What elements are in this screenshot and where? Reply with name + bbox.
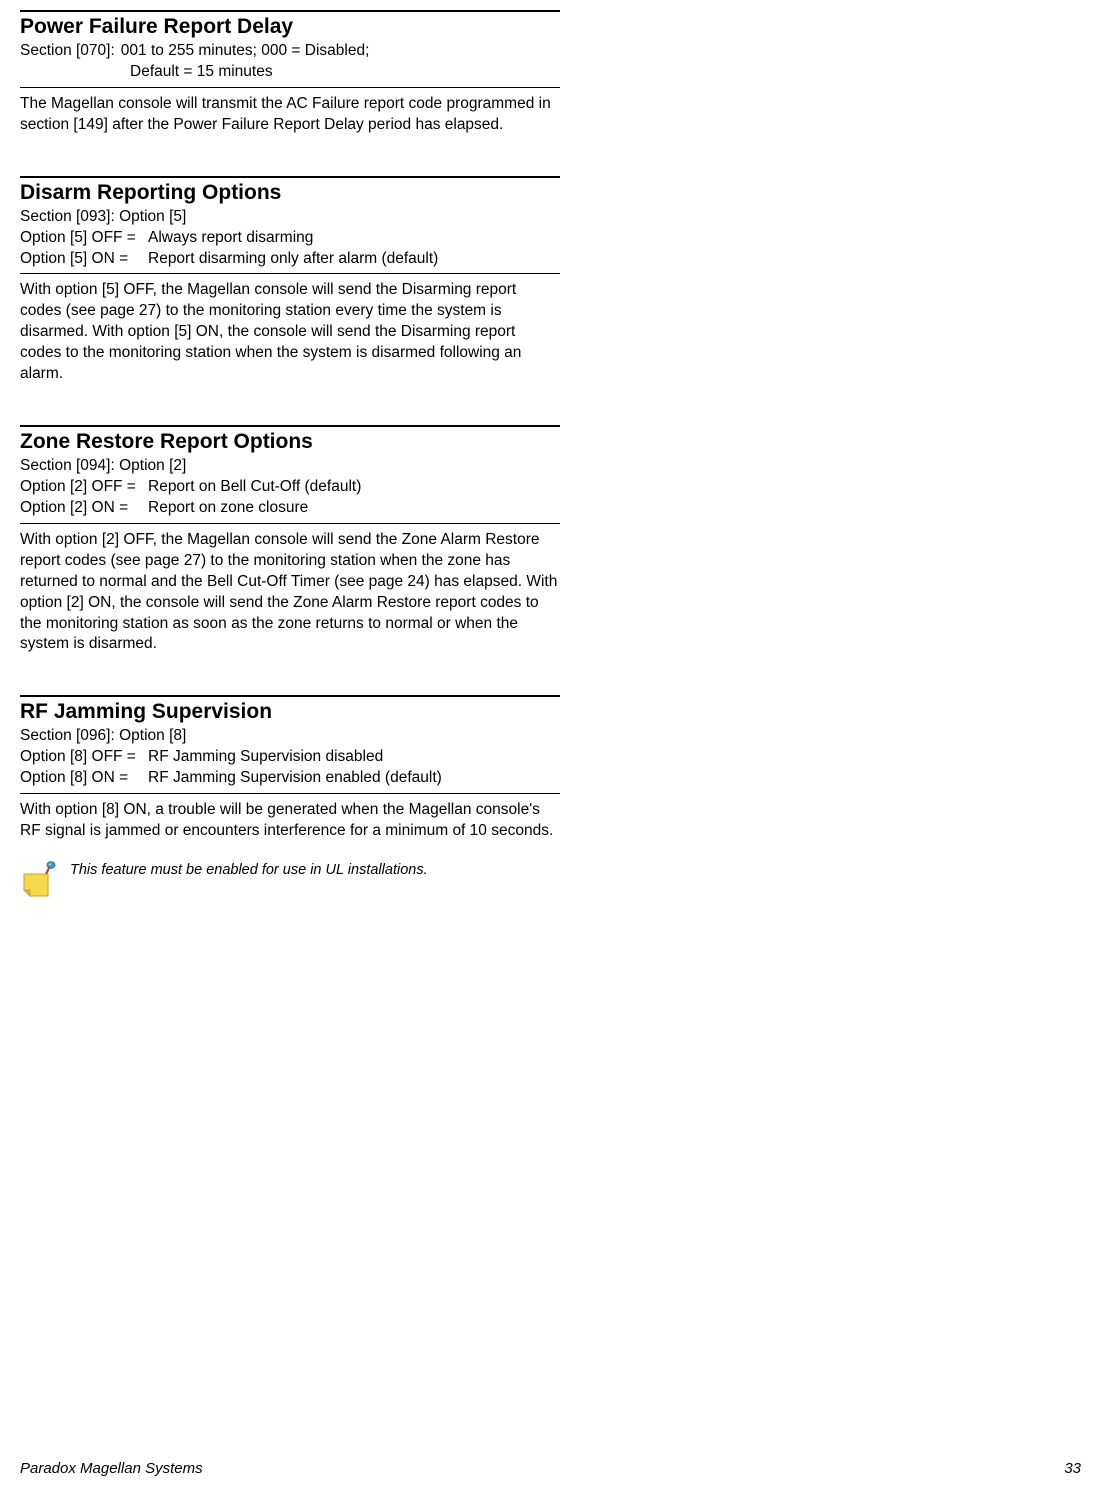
section-body: With option [8] ON, a trouble will be ge…: [20, 800, 560, 842]
rule-top: [20, 695, 560, 697]
rule-thin: [20, 523, 560, 524]
rule-thin: [20, 793, 560, 794]
option-key: Option [2] OFF =: [20, 477, 148, 498]
option-row: Option [5] OFF = Always report disarming: [20, 228, 560, 249]
note: This feature must be enabled for use in …: [20, 860, 560, 905]
section-title: Zone Restore Report Options: [20, 430, 560, 454]
section-meta: Section [094]: Option [2]: [20, 456, 560, 477]
pushpin-note-icon: [20, 860, 60, 905]
option-row: Option [2] OFF = Report on Bell Cut-Off …: [20, 477, 560, 498]
section-title: Disarm Reporting Options: [20, 181, 560, 205]
option-key: Option [8] OFF =: [20, 747, 148, 768]
option-key: Option [5] OFF =: [20, 228, 148, 249]
rule-top: [20, 176, 560, 178]
page-content: Power Failure Report Delay Section [070]…: [20, 10, 560, 905]
section-body: With option [2] OFF, the Magellan consol…: [20, 530, 560, 656]
section-value-2: Default = 15 minutes: [20, 62, 273, 83]
section-meta: Section [093]: Option [5]: [20, 207, 560, 228]
section-title: Power Failure Report Delay: [20, 15, 560, 39]
rule-thin: [20, 87, 560, 88]
option-val: Report on zone closure: [148, 498, 560, 519]
section-value: 001 to 255 minutes; 000 = Disabled;: [115, 41, 560, 62]
note-text: This feature must be enabled for use in …: [70, 860, 428, 878]
section-label: Section [096]: Option [8]: [20, 726, 186, 747]
section-power-failure: Power Failure Report Delay Section [070]…: [20, 10, 560, 136]
option-row: Option [5] ON = Report disarming only af…: [20, 249, 560, 270]
rule-top: [20, 10, 560, 12]
option-val: Always report disarming: [148, 228, 560, 249]
section-meta: Section [070]: 001 to 255 minutes; 000 =…: [20, 41, 560, 62]
option-val: RF Jamming Supervision disabled: [148, 747, 560, 768]
rule-top: [20, 425, 560, 427]
section-title: RF Jamming Supervision: [20, 700, 560, 724]
option-val: RF Jamming Supervision enabled (default): [148, 768, 560, 789]
section-body: The Magellan console will transmit the A…: [20, 94, 560, 136]
section-disarm-reporting: Disarm Reporting Options Section [093]: …: [20, 176, 560, 385]
footer-page-number: 33: [1064, 1460, 1081, 1477]
option-row: Option [8] OFF = RF Jamming Supervision …: [20, 747, 560, 768]
section-meta-2: Default = 15 minutes: [20, 62, 560, 83]
option-key: Option [2] ON =: [20, 498, 148, 519]
section-label: Section [093]: Option [5]: [20, 207, 186, 228]
section-rf-jamming: RF Jamming Supervision Section [096]: Op…: [20, 695, 560, 905]
section-label: Section [070]:: [20, 41, 115, 62]
option-val: Report on Bell Cut-Off (default): [148, 477, 560, 498]
option-row: Option [2] ON = Report on zone closure: [20, 498, 560, 519]
page-footer: Paradox Magellan Systems 33: [20, 1460, 1081, 1477]
option-val: Report disarming only after alarm (defau…: [148, 249, 560, 270]
option-row: Option [8] ON = RF Jamming Supervision e…: [20, 768, 560, 789]
option-key: Option [5] ON =: [20, 249, 148, 270]
option-key: Option [8] ON =: [20, 768, 148, 789]
footer-left: Paradox Magellan Systems: [20, 1460, 203, 1477]
section-body: With option [5] OFF, the Magellan consol…: [20, 280, 560, 385]
rule-thin: [20, 273, 560, 274]
section-zone-restore: Zone Restore Report Options Section [094…: [20, 425, 560, 655]
section-label: Section [094]: Option [2]: [20, 456, 186, 477]
section-meta: Section [096]: Option [8]: [20, 726, 560, 747]
